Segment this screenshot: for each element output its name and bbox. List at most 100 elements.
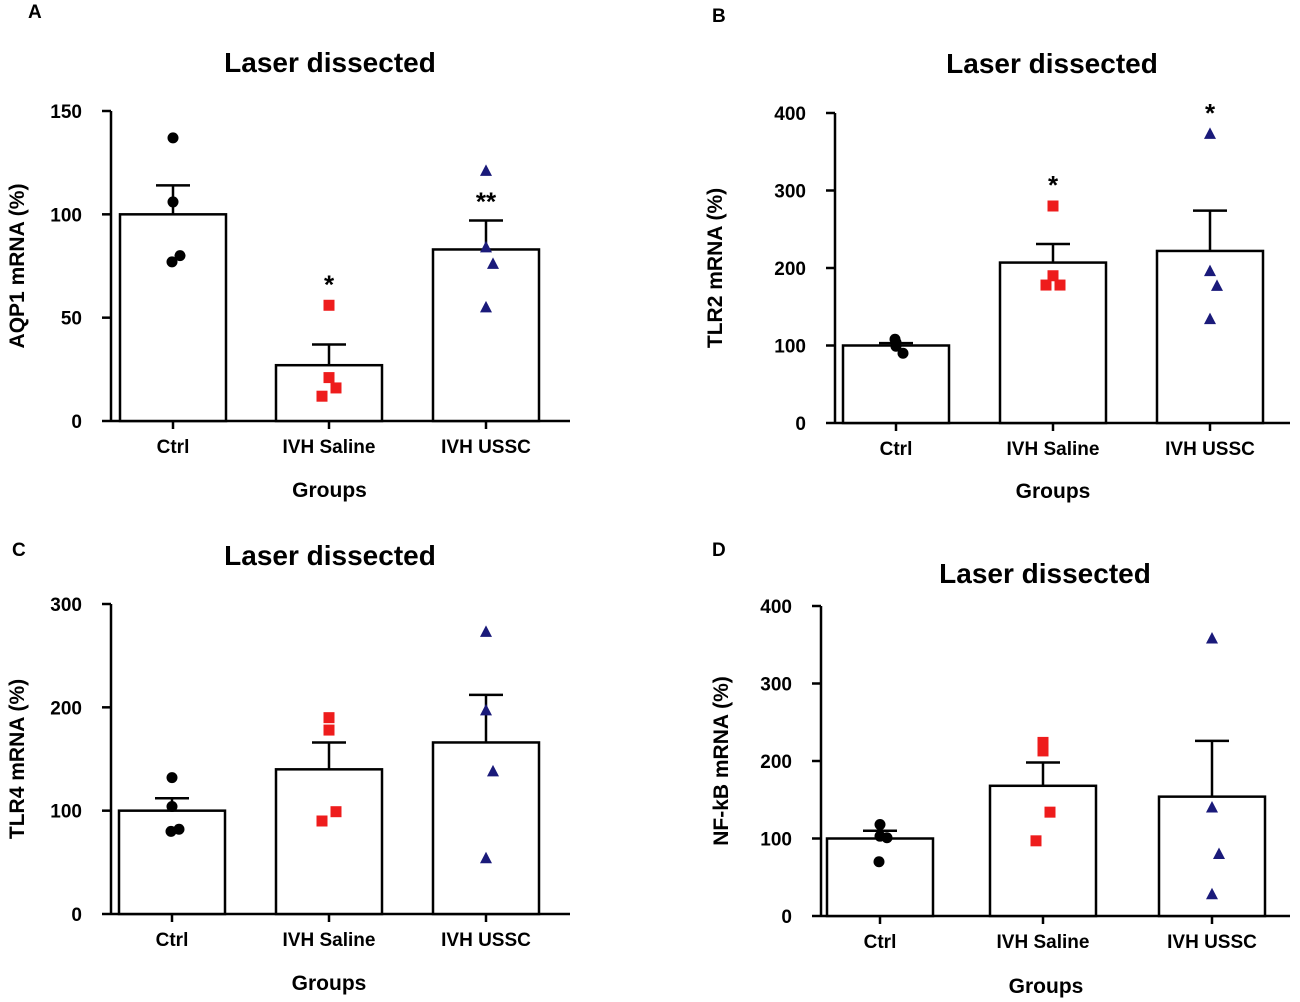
- data-point: [330, 382, 342, 394]
- panel-a: A Laser dissected 0 50 100 150 AQP1 mRNA (%) Gr…: [6, 2, 570, 502]
- y-tick-label: 50: [61, 309, 82, 330]
- y-axis-title: TLR2 mRNA (%): [704, 188, 727, 348]
- data-point: [897, 347, 909, 359]
- data-point: [480, 164, 492, 176]
- data-point: [480, 300, 492, 313]
- data-point: [166, 256, 178, 268]
- data-point: [166, 801, 178, 813]
- y-tick-label: 100: [760, 830, 792, 851]
- data-point: [1030, 835, 1042, 847]
- bar: [274, 768, 384, 916]
- y-tick-label: 400: [760, 597, 792, 618]
- y-axis-title: AQP1 mRNA (%): [6, 184, 29, 349]
- data-point: [1204, 312, 1216, 325]
- data-point: [316, 390, 328, 402]
- x-axis-title: Groups: [292, 479, 367, 502]
- category-label: IVH USSC: [441, 930, 531, 951]
- category-label: IVH Saline: [997, 932, 1090, 953]
- y-tick-label: 200: [50, 698, 82, 719]
- y-tick-label: 400: [774, 104, 806, 125]
- category-label: IVH USSC: [441, 437, 531, 458]
- y-axis-title: TLR4 mRNA (%): [6, 679, 29, 839]
- significance-marker: *: [1048, 170, 1059, 200]
- data-point: [480, 625, 492, 637]
- bar: [825, 837, 935, 918]
- data-point: [330, 806, 342, 818]
- panel-letter: C: [12, 540, 26, 561]
- y-tick-label: 300: [50, 595, 82, 616]
- panel-letter: B: [712, 6, 726, 27]
- data-point: [165, 825, 177, 837]
- chart-title: Laser dissected: [939, 558, 1151, 589]
- y-tick-label: 100: [774, 337, 806, 358]
- chart-title: Laser dissected: [224, 540, 436, 571]
- data-point: [1044, 806, 1056, 818]
- significance-marker: *: [1205, 98, 1216, 128]
- bar: [118, 213, 228, 423]
- data-point: [167, 196, 179, 208]
- data-point: [1204, 127, 1216, 139]
- y-tick-label: 150: [50, 102, 82, 123]
- category-label: Ctrl: [880, 439, 913, 460]
- bar: [431, 248, 541, 423]
- y-tick-label: 100: [50, 802, 82, 823]
- data-point: [873, 856, 885, 868]
- category-label: IVH Saline: [1007, 439, 1100, 460]
- data-point: [1054, 279, 1066, 291]
- bar: [1155, 249, 1265, 425]
- bar: [431, 741, 541, 916]
- data-point: [1037, 745, 1049, 757]
- category-label: IVH USSC: [1167, 932, 1257, 953]
- panel-b: B Laser dissected 0 100 200 300 400 TLR2 mRNA (…: [704, 6, 1290, 503]
- data-point: [1213, 847, 1225, 859]
- data-point: [1206, 801, 1218, 813]
- data-point: [1047, 200, 1059, 212]
- y-axis-title: NF-kB mRNA (%): [710, 676, 733, 846]
- panel-c: C Laser dissected 0 100 200 300 TLR4 mRNA (%) G…: [6, 540, 570, 995]
- category-label: IVH Saline: [283, 930, 376, 951]
- y-tick-label: 200: [760, 752, 792, 773]
- data-point: [316, 815, 328, 827]
- y-tick-label: 300: [774, 182, 806, 203]
- data-point: [480, 703, 492, 716]
- data-point: [480, 240, 492, 253]
- data-point: [1206, 887, 1218, 900]
- data-point: [1211, 279, 1223, 291]
- category-label: Ctrl: [156, 930, 189, 951]
- panel-letter: D: [712, 540, 726, 561]
- bar: [841, 344, 951, 425]
- significance-marker: *: [324, 269, 335, 299]
- data-point: [166, 772, 178, 784]
- data-point: [167, 132, 179, 144]
- data-point: [323, 299, 335, 311]
- x-axis-title: Groups: [1016, 480, 1091, 503]
- y-tick-label: 300: [760, 675, 792, 696]
- data-point: [1206, 632, 1218, 644]
- category-label: Ctrl: [157, 437, 190, 458]
- chart-title: Laser dissected: [224, 47, 436, 78]
- bar: [988, 784, 1098, 918]
- category-label: IVH Saline: [283, 437, 376, 458]
- data-point: [174, 250, 186, 262]
- y-tick-label: 0: [71, 412, 82, 433]
- x-axis-title: Groups: [1009, 975, 1084, 998]
- data-point: [889, 333, 901, 345]
- y-tick-label: 0: [795, 414, 806, 435]
- data-point: [323, 724, 335, 736]
- significance-marker: **: [476, 187, 497, 217]
- data-point: [1204, 264, 1216, 277]
- data-point: [480, 851, 492, 864]
- data-point: [487, 764, 499, 777]
- category-label: IVH USSC: [1165, 439, 1255, 460]
- data-point: [1037, 736, 1049, 748]
- chart-title: Laser dissected: [946, 48, 1158, 79]
- bar: [998, 261, 1108, 425]
- data-point: [874, 819, 886, 831]
- data-point: [323, 372, 335, 384]
- data-point: [487, 257, 499, 269]
- y-tick-label: 0: [71, 905, 82, 926]
- y-tick-label: 200: [774, 259, 806, 280]
- data-point: [1040, 279, 1052, 291]
- data-point: [881, 832, 893, 844]
